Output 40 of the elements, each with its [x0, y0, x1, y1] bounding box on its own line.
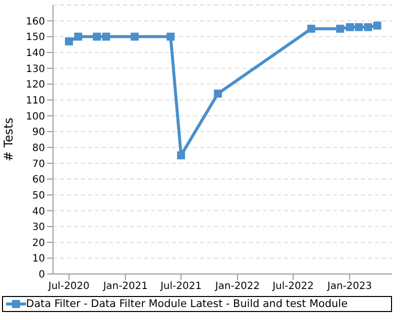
y-tick-label: 110 [26, 95, 45, 106]
y-axis-title: # Tests [1, 118, 16, 162]
y-tick-label: 160 [26, 16, 45, 28]
y-tick-label: 100 [26, 111, 45, 122]
y-tick-label: 120 [26, 80, 45, 91]
x-tick-label: Jan-2022 [214, 281, 260, 292]
point [307, 24, 316, 33]
point [64, 37, 73, 46]
legend-box: Data Filter - Data Filter Module Latest - Build and test Module [2, 296, 392, 312]
y-tick-label: 10 [32, 254, 45, 265]
y-tick-label: 150 [26, 32, 45, 44]
y-tick-label: 40 [32, 206, 45, 218]
point [354, 23, 363, 32]
point [92, 32, 101, 41]
y-tick-label: 30 [32, 222, 45, 234]
point [373, 22, 382, 30]
legend-label: Data Filter - Data Filter Module Latest - Build and test Module [26, 298, 348, 310]
point [74, 32, 82, 41]
point [166, 32, 175, 41]
y-tick-label: 90 [32, 127, 45, 138]
point [364, 23, 372, 32]
x-tick-label: Jul-2022 [272, 281, 314, 292]
point [336, 24, 344, 33]
x-tick-label: Jan-2023 [326, 281, 372, 292]
point [130, 32, 139, 41]
x-tick-label: Jul-2021 [159, 281, 202, 292]
x-tick-label: Jan-2021 [102, 281, 148, 292]
y-tick-label: 0 [38, 270, 45, 281]
point [102, 32, 110, 41]
y-tick-label: 80 [32, 142, 45, 154]
point [177, 151, 186, 160]
y-tick-label: 130 [26, 64, 45, 75]
point [214, 90, 222, 98]
x-tick-label: Jul-2020 [47, 281, 90, 292]
y-tick-label: 60 [32, 174, 45, 186]
y-tick-label: 70 [32, 158, 45, 170]
y-tick-label: 140 [26, 48, 45, 60]
y-tick-label: 50 [32, 190, 45, 202]
y-tick-label: 20 [32, 238, 45, 249]
point [346, 23, 354, 32]
